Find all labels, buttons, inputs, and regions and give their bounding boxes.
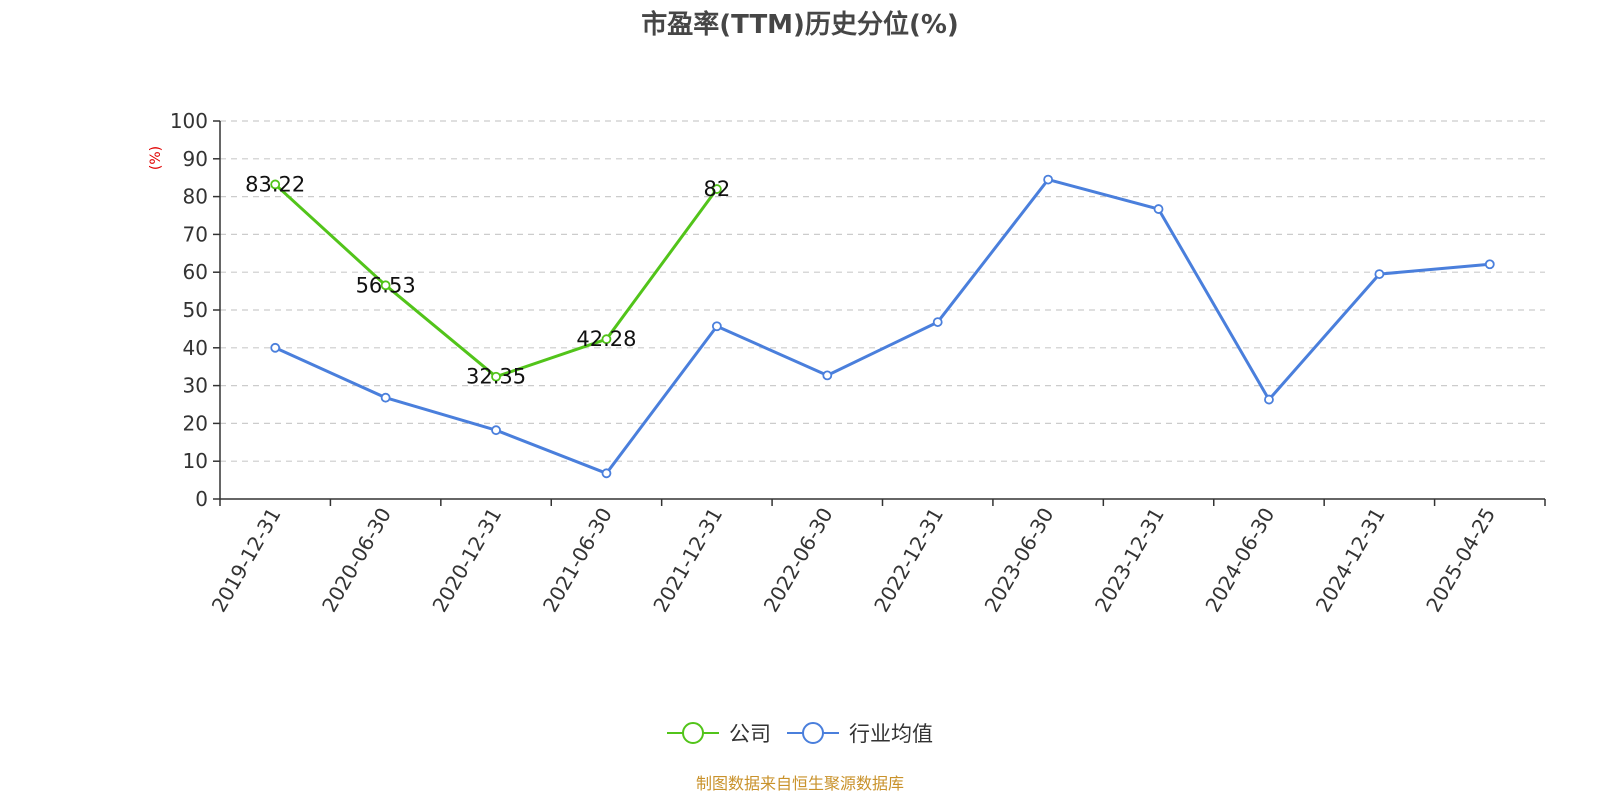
legend-industry-icon xyxy=(787,722,839,744)
data-point xyxy=(1043,174,1054,185)
data-point xyxy=(491,425,501,436)
data-label: 32.35 xyxy=(466,365,526,389)
x-tick-label: 2020-12-31 xyxy=(427,504,506,617)
legend-item-industry-average[interactable]: 行业均值 xyxy=(787,718,933,748)
legend-label-company: 公司 xyxy=(729,722,771,746)
legend: 公司 行业均值 xyxy=(0,718,1600,748)
x-tick-label: 2021-06-30 xyxy=(538,504,617,617)
x-tick-label: 2022-06-30 xyxy=(759,504,838,617)
y-tick-label: 0 xyxy=(195,487,208,511)
data-point xyxy=(711,184,722,194)
data-point xyxy=(270,179,281,190)
data-label: 42.28 xyxy=(576,327,636,351)
y-tick-label: 20 xyxy=(183,411,208,435)
data-point xyxy=(601,334,612,345)
x-tick-label: 2024-12-31 xyxy=(1311,504,1390,617)
y-tick-label: 70 xyxy=(183,222,208,246)
data-label: 82 xyxy=(704,177,731,201)
series xyxy=(270,174,1495,479)
y-tick-label: 100 xyxy=(170,109,208,133)
x-tick-label: 2022-12-31 xyxy=(869,504,948,617)
x-tick-label: 2021-12-31 xyxy=(648,504,727,617)
data-point xyxy=(1484,259,1495,270)
legend-company-icon xyxy=(667,722,719,744)
series-1 xyxy=(270,174,1495,479)
data-point xyxy=(380,280,391,291)
y-tick-label: 50 xyxy=(183,298,208,322)
grid-lines xyxy=(220,120,1545,462)
data-label: 83.22 xyxy=(245,172,305,196)
axes: 0 10 20 30 40 50 60 70 80 90 100 2019-12-31 2020-06-… xyxy=(170,109,1546,617)
series-0 xyxy=(270,179,722,382)
y-tick-label: 60 xyxy=(183,260,208,284)
data-point xyxy=(1374,269,1385,279)
data-labels: 83.22 56.53 32.35 42.28 82 xyxy=(245,172,730,388)
chart-title: 市盈率(TTM)历史分位(%) xyxy=(641,10,959,40)
data-point xyxy=(491,371,501,382)
data-point xyxy=(601,468,612,479)
y-tick-label: 40 xyxy=(183,336,208,360)
data-label: 56.53 xyxy=(356,273,416,297)
y-tick-label: 30 xyxy=(183,374,208,398)
y-tick-label: 10 xyxy=(183,449,208,473)
x-tick-label: 2023-06-30 xyxy=(980,504,1059,617)
source-note: 制图数据来自恒生聚源数据库 xyxy=(695,774,904,793)
legend-item-company[interactable]: 公司 xyxy=(667,718,771,748)
y-axis-unit-label: (%) xyxy=(148,146,164,170)
x-tick-label: 2025-04-25 xyxy=(1421,504,1500,617)
x-tick-label: 2023-12-31 xyxy=(1090,504,1169,617)
legend-label-industry-average: 行业均值 xyxy=(849,722,933,746)
data-point xyxy=(1153,204,1164,214)
data-point xyxy=(932,317,943,327)
y-tick-label: 80 xyxy=(183,185,208,209)
data-point xyxy=(380,392,391,403)
x-tick-label: 2020-06-30 xyxy=(317,504,396,617)
data-point xyxy=(711,321,722,332)
data-point xyxy=(270,342,281,353)
data-point xyxy=(822,370,833,381)
data-point xyxy=(1264,394,1274,405)
y-tick-label: 90 xyxy=(183,147,208,171)
series-line xyxy=(274,178,1490,475)
x-tick-label: 2024-06-30 xyxy=(1200,504,1279,617)
x-tick-label: 2019-12-31 xyxy=(207,504,286,617)
